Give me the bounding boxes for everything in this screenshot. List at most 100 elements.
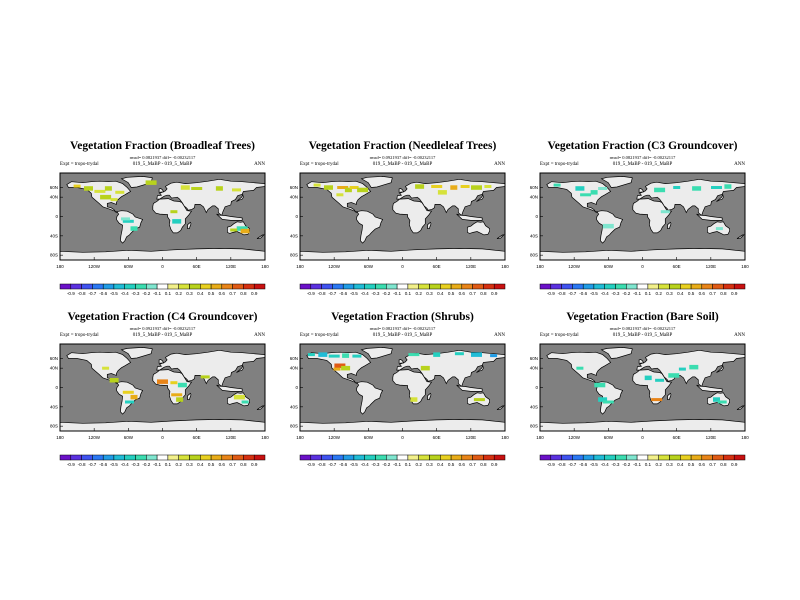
colorbar-label: -0.8 xyxy=(78,462,86,467)
colorbar-label: -0.4 xyxy=(121,462,129,467)
panel-title: Vegetation Fraction (Needleleaf Trees) xyxy=(309,140,497,152)
colorbar-swatch xyxy=(167,454,179,461)
land-madagascar xyxy=(667,221,672,229)
colorbar-label: 0.2 xyxy=(416,291,423,296)
anomaly-cell xyxy=(100,194,112,200)
colorbar-label: -0.5 xyxy=(350,462,358,467)
x-tick-label: 0 xyxy=(641,435,644,440)
colorbar-label: 0.9 xyxy=(251,462,258,467)
colorbar-swatch xyxy=(113,283,125,290)
y-tick-label: 40S xyxy=(50,233,58,238)
panel-subtitle: rmsd= 0.0821937 diff= -0.00232117 xyxy=(610,155,676,160)
colorbar-swatch xyxy=(386,454,398,461)
land-indonesia xyxy=(696,384,723,392)
colorbar-swatch xyxy=(472,283,484,290)
colorbar-label: -0.1 xyxy=(393,291,401,296)
land-antarctica xyxy=(60,419,265,431)
colorbar-label: 0.9 xyxy=(491,462,498,467)
colorbar-label: 0.4 xyxy=(677,291,684,296)
colorbar-label: 0.8 xyxy=(480,291,487,296)
colorbar-swatch xyxy=(102,283,115,290)
land-africa xyxy=(632,369,673,405)
anomaly-cell xyxy=(236,226,248,231)
colorbar-swatch xyxy=(124,454,136,461)
y-tick-label: 0 xyxy=(295,214,298,219)
colorbar-swatch xyxy=(70,283,82,290)
panel-subtitle: rmsd= 0.0821937 diff= -0.00232117 xyxy=(610,326,676,331)
land-uk xyxy=(638,359,645,364)
colorbar-label: 0.2 xyxy=(416,462,423,467)
anomaly-cell xyxy=(580,193,592,197)
x-tick-label: 120E xyxy=(226,435,237,440)
y-tick-label: 0 xyxy=(535,214,538,219)
run-label: 019_5_MaBP - 019_5_MaBP xyxy=(613,162,673,167)
colorbar-swatch xyxy=(92,454,104,461)
x-tick-label: 180 xyxy=(296,264,304,269)
colorbar-swatch xyxy=(712,283,724,290)
colorbar-label: -0.3 xyxy=(132,462,140,467)
anomaly-cell xyxy=(334,363,346,368)
anomaly-cell xyxy=(415,184,425,189)
x-tick-label: 180 xyxy=(536,435,544,440)
colorbar-swatch xyxy=(733,283,746,290)
run-label: 019_5_MaBP - 019_5_MaBP xyxy=(133,333,193,338)
land-greenland xyxy=(600,347,633,359)
map-area xyxy=(540,176,745,260)
land-eurasia xyxy=(396,349,505,388)
anomaly-cell xyxy=(313,183,321,187)
colorbar-label: -0.9 xyxy=(547,291,555,296)
colorbar-swatch xyxy=(310,454,322,461)
anomaly-cell xyxy=(104,186,112,191)
colorbar-label: 0.9 xyxy=(731,462,738,467)
anomaly-cell xyxy=(241,400,249,404)
expt-label: Expt = tropo-trydal xyxy=(300,333,339,338)
y-tick-label: 40S xyxy=(530,404,538,409)
anomaly-cell xyxy=(333,367,341,371)
colorbar-label: -0.8 xyxy=(558,291,566,296)
land-uk xyxy=(158,359,165,364)
panel-4: Vegetation Fraction (C4 Groundcover) rmsd… xyxy=(50,311,270,467)
colorbar-label: -0.1 xyxy=(633,462,641,467)
colorbar-swatch xyxy=(472,454,484,461)
colorbar-swatch xyxy=(200,454,212,461)
map-area xyxy=(300,176,505,260)
x-tick-label: 180 xyxy=(261,264,269,269)
colorbar-swatch xyxy=(615,283,627,290)
colorbar-swatch xyxy=(364,454,376,461)
anomaly-cell xyxy=(336,193,344,197)
land-antarctica xyxy=(300,248,505,260)
x-tick-label: 180 xyxy=(501,264,509,269)
anomaly-cell xyxy=(145,180,157,185)
x-tick-label: 0 xyxy=(161,264,164,269)
colorbar-swatch xyxy=(418,454,430,461)
colorbar-swatch xyxy=(604,283,616,290)
land-uk xyxy=(638,188,645,193)
colorbar-label: 0.8 xyxy=(240,462,247,467)
colorbar-label: 0.6 xyxy=(459,291,466,296)
colorbar-label: -0.2 xyxy=(142,462,150,467)
colorbar-label: -0.4 xyxy=(601,462,609,467)
colorbar-label: 0.2 xyxy=(656,462,663,467)
colorbar-swatch xyxy=(658,283,670,290)
x-tick-label: 0 xyxy=(161,435,164,440)
colorbar-label: -0.6 xyxy=(99,291,107,296)
colorbar-swatch xyxy=(615,454,627,461)
x-tick-label: 180 xyxy=(56,435,64,440)
colorbar-label: -0.6 xyxy=(579,291,587,296)
colorbar-label: 0.6 xyxy=(219,291,226,296)
land-greenland xyxy=(120,347,153,359)
anomaly-cell xyxy=(215,186,223,191)
colorbar-swatch xyxy=(636,454,649,461)
colorbar-swatch xyxy=(92,283,104,290)
land-new-zealand xyxy=(736,234,745,240)
colorbar-swatch xyxy=(189,283,201,290)
colorbar-swatch xyxy=(572,454,584,461)
anomaly-cell xyxy=(450,185,458,190)
anomaly-cell xyxy=(410,397,418,402)
anomaly-cell xyxy=(73,184,81,188)
panels: Vegetation Fraction (Broadleaf Trees) rms… xyxy=(50,140,750,467)
anomaly-cell xyxy=(689,364,699,370)
colorbar-swatch xyxy=(582,283,595,290)
land-japan xyxy=(716,193,724,202)
season-label: ANN xyxy=(254,333,265,338)
